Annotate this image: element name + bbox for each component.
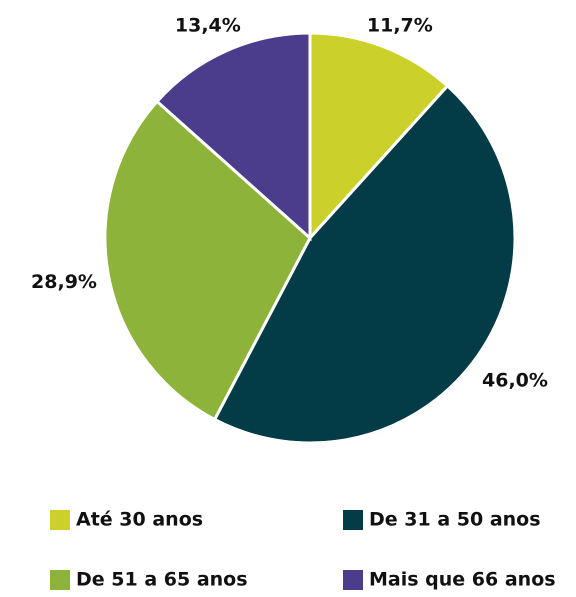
pie-slice: [308, 31, 450, 242]
legend-label: De 31 a 50 anos: [369, 509, 541, 531]
legend-label: De 51 a 65 anos: [76, 569, 248, 591]
legend-swatch: [343, 510, 363, 530]
pie-slice: [154, 31, 312, 242]
data-label: 11,7%: [367, 15, 433, 37]
legend-label: Mais que 66 anos: [369, 569, 556, 591]
data-label: 28,9%: [31, 271, 97, 293]
legend-label: Até 30 anos: [76, 509, 203, 531]
legend-swatch: [50, 510, 70, 530]
data-label: 13,4%: [175, 15, 241, 37]
legend-swatch: [50, 570, 70, 590]
data-label: 46,0%: [482, 370, 548, 392]
pie-slice: [212, 83, 517, 445]
legend-swatch: [343, 570, 363, 590]
pie-slice: [103, 99, 312, 422]
